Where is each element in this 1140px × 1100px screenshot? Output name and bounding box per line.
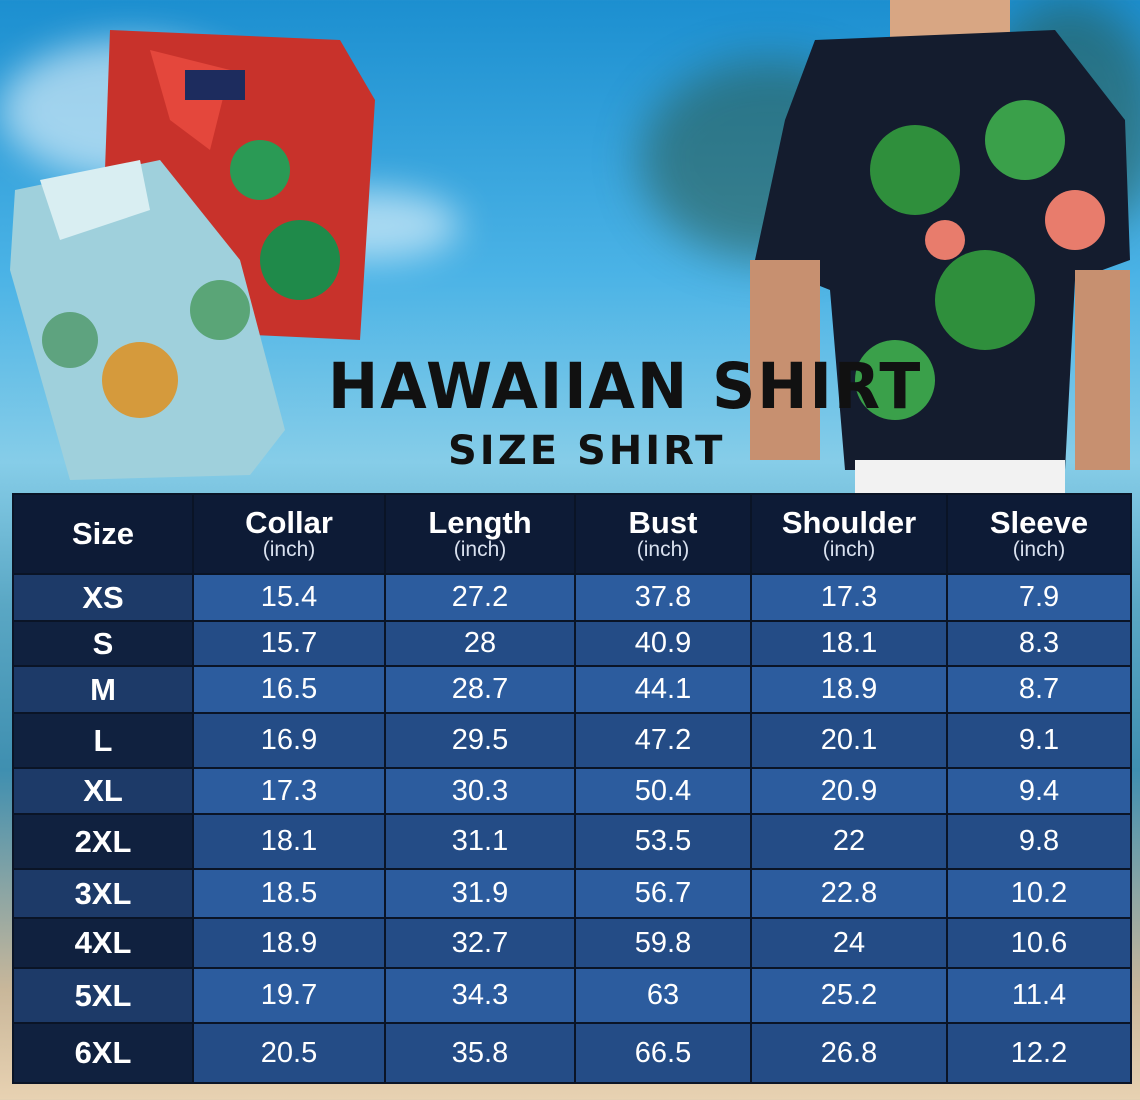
column-header-bust: Bust (inch) <box>574 493 752 575</box>
measurement-cell: 59.8 <box>574 917 752 969</box>
table-row: 4XL 18.9 32.7 59.8 24 10.6 <box>12 917 1132 969</box>
measurement-cell: 25.2 <box>750 967 948 1024</box>
measurement-cell: 9.8 <box>946 813 1132 870</box>
measurement-cell: 9.4 <box>946 767 1132 815</box>
table-row: XL 17.3 30.3 50.4 20.9 9.4 <box>12 767 1132 815</box>
measurement-cell: 27.2 <box>384 573 576 622</box>
measurement-cell: 15.7 <box>192 620 386 667</box>
measurement-cell: 26.8 <box>750 1022 948 1084</box>
model-shirt-image <box>750 0 1130 495</box>
measurement-cell: 47.2 <box>574 712 752 769</box>
measurement-cell: 63 <box>574 967 752 1024</box>
measurement-cell: 56.7 <box>574 868 752 919</box>
measurement-cell: 10.6 <box>946 917 1132 969</box>
column-unit: (inch) <box>636 538 690 562</box>
size-cell: 5XL <box>12 967 194 1024</box>
table-row: M 16.5 28.7 44.1 18.9 8.7 <box>12 665 1132 714</box>
page-subtitle: SIZE SHIRT <box>448 428 726 474</box>
column-header-collar: Collar (inch) <box>192 493 386 575</box>
folded-shirts-image <box>10 30 375 480</box>
measurement-cell: 20.5 <box>192 1022 386 1084</box>
measurement-cell: 12.2 <box>946 1022 1132 1084</box>
measurement-cell: 8.7 <box>946 665 1132 714</box>
table-row: S 15.7 28 40.9 18.1 8.3 <box>12 620 1132 667</box>
measurement-cell: 20.1 <box>750 712 948 769</box>
measurement-cell: 8.3 <box>946 620 1132 667</box>
column-unit: (inch) <box>453 538 507 562</box>
table-row: 2XL 18.1 31.1 53.5 22 9.8 <box>12 813 1132 870</box>
page-title: HAWAIIAN SHIRT <box>328 350 923 424</box>
size-cell: 6XL <box>12 1022 194 1084</box>
column-label: Shoulder <box>781 504 917 540</box>
table-row: 5XL 19.7 34.3 63 25.2 11.4 <box>12 967 1132 1024</box>
measurement-cell: 44.1 <box>574 665 752 714</box>
measurement-cell: 15.4 <box>192 573 386 622</box>
measurement-cell: 18.5 <box>192 868 386 919</box>
measurement-cell: 10.2 <box>946 868 1132 919</box>
measurement-cell: 17.3 <box>750 573 948 622</box>
measurement-cell: 16.9 <box>192 712 386 769</box>
measurement-cell: 40.9 <box>574 620 752 667</box>
measurement-cell: 28.7 <box>384 665 576 714</box>
measurement-cell: 9.1 <box>946 712 1132 769</box>
measurement-cell: 22.8 <box>750 868 948 919</box>
column-header-sleeve: Sleeve (inch) <box>946 493 1132 575</box>
table-row: 3XL 18.5 31.9 56.7 22.8 10.2 <box>12 868 1132 919</box>
size-cell: 2XL <box>12 813 194 870</box>
measurement-cell: 24 <box>750 917 948 969</box>
size-cell: 4XL <box>12 917 194 969</box>
size-cell: XS <box>12 573 194 622</box>
measurement-cell: 32.7 <box>384 917 576 969</box>
measurement-cell: 22 <box>750 813 948 870</box>
size-cell: 3XL <box>12 868 194 919</box>
measurement-cell: 28 <box>384 620 576 667</box>
table-header-row: Size Collar (inch) Length (inch) Bust (inch) Sh… <box>12 493 1132 575</box>
measurement-cell: 18.9 <box>192 917 386 969</box>
measurement-cell: 31.1 <box>384 813 576 870</box>
measurement-cell: 18.9 <box>750 665 948 714</box>
measurement-cell: 18.1 <box>192 813 386 870</box>
measurement-cell: 50.4 <box>574 767 752 815</box>
measurement-cell: 7.9 <box>946 573 1132 622</box>
size-cell: M <box>12 665 194 714</box>
measurement-cell: 17.3 <box>192 767 386 815</box>
measurement-cell: 53.5 <box>574 813 752 870</box>
column-header-length: Length (inch) <box>384 493 576 575</box>
size-cell: L <box>12 712 194 769</box>
column-unit: (inch) <box>262 538 316 562</box>
measurement-cell: 16.5 <box>192 665 386 714</box>
column-label: Length <box>428 504 532 540</box>
measurement-cell: 18.1 <box>750 620 948 667</box>
column-header-size: Size <box>12 493 194 575</box>
measurement-cell: 31.9 <box>384 868 576 919</box>
measurement-cell: 66.5 <box>574 1022 752 1084</box>
measurement-cell: 30.3 <box>384 767 576 815</box>
table-row: L 16.9 29.5 47.2 20.1 9.1 <box>12 712 1132 769</box>
size-chart-table: Size Collar (inch) Length (inch) Bust (inch) Sh… <box>12 493 1132 1084</box>
size-cell: XL <box>12 767 194 815</box>
measurement-cell: 19.7 <box>192 967 386 1024</box>
column-unit: (inch) <box>1012 538 1066 562</box>
table-row: 6XL 20.5 35.8 66.5 26.8 12.2 <box>12 1022 1132 1084</box>
column-label: Sleeve <box>989 504 1089 540</box>
table-row: XS 15.4 27.2 37.8 17.3 7.9 <box>12 573 1132 622</box>
column-label: Size <box>71 515 135 551</box>
measurement-cell: 11.4 <box>946 967 1132 1024</box>
column-header-shoulder: Shoulder (inch) <box>750 493 948 575</box>
column-unit: (inch) <box>822 538 876 562</box>
size-cell: S <box>12 620 194 667</box>
column-label: Bust <box>628 504 698 540</box>
measurement-cell: 35.8 <box>384 1022 576 1084</box>
measurement-cell: 37.8 <box>574 573 752 622</box>
column-label: Collar <box>245 504 333 540</box>
measurement-cell: 29.5 <box>384 712 576 769</box>
measurement-cell: 20.9 <box>750 767 948 815</box>
measurement-cell: 34.3 <box>384 967 576 1024</box>
